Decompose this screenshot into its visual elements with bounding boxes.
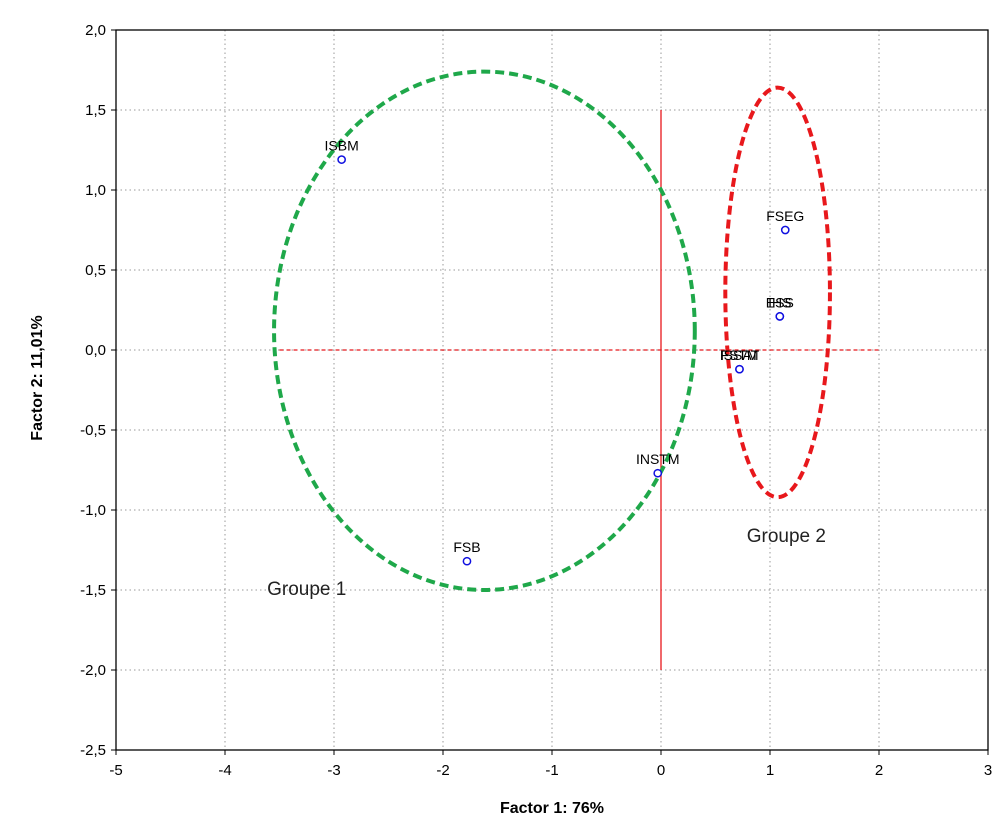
point-label: ISSAT <box>720 347 760 363</box>
y-tick-label: 1,5 <box>85 102 106 119</box>
group-ellipse <box>272 69 697 592</box>
y-tick-label: 2,0 <box>85 22 106 39</box>
plot-frame <box>115 29 989 751</box>
y-tick-label: -2,0 <box>80 662 106 679</box>
x-tick-label: 2 <box>875 762 883 779</box>
group-ellipse <box>723 85 832 500</box>
x-tick-label: -5 <box>109 762 122 779</box>
data-point <box>337 155 346 164</box>
data-point <box>775 312 785 321</box>
group-label: Groupe 2 <box>747 526 826 547</box>
data-point <box>780 225 790 235</box>
point-label: ISBM <box>325 138 359 154</box>
reference-lines <box>279 110 879 670</box>
point-label: FSEG <box>766 208 804 224</box>
x-axis-title: Factor 1: 76% <box>500 800 604 817</box>
y-axis-title: Factor 2: 11,01% <box>29 315 46 440</box>
y-tick-label: -0,5 <box>80 422 106 439</box>
point-label: ESS <box>766 294 794 310</box>
x-tick-label: -4 <box>218 762 231 779</box>
x-tick-label: -2 <box>436 762 449 779</box>
x-tick-label: 3 <box>984 762 992 779</box>
group-label: Groupe 1 <box>267 579 346 600</box>
axis-ticks: -5 -4 -3 -2 -1 0 1 2 3 -2,5 -2,0 -1,5 -1,0 -0,5 0,0 0,5… <box>80 22 992 779</box>
point-label: IHS <box>768 294 791 310</box>
y-tick-label: 0,5 <box>85 262 106 279</box>
point-label: FSB <box>453 539 480 555</box>
point-label: FSTM <box>720 347 758 363</box>
y-tick-label: 1,0 <box>85 182 106 199</box>
point-label: INSTM <box>636 451 680 467</box>
data-point <box>735 364 744 374</box>
x-tick-label: -3 <box>327 762 340 779</box>
data-point <box>653 468 663 478</box>
y-tick-label: -1,5 <box>80 582 106 599</box>
x-tick-label: 1 <box>766 762 774 779</box>
data-point <box>462 556 472 566</box>
x-tick-label: 0 <box>657 762 665 779</box>
group-ellipses: Groupe 1 Groupe 2 <box>267 69 832 600</box>
y-tick-label: -1,0 <box>80 502 106 519</box>
y-tick-label: 0,0 <box>85 342 106 359</box>
y-tick-label: -2,5 <box>80 742 106 759</box>
x-tick-label: -1 <box>545 762 558 779</box>
